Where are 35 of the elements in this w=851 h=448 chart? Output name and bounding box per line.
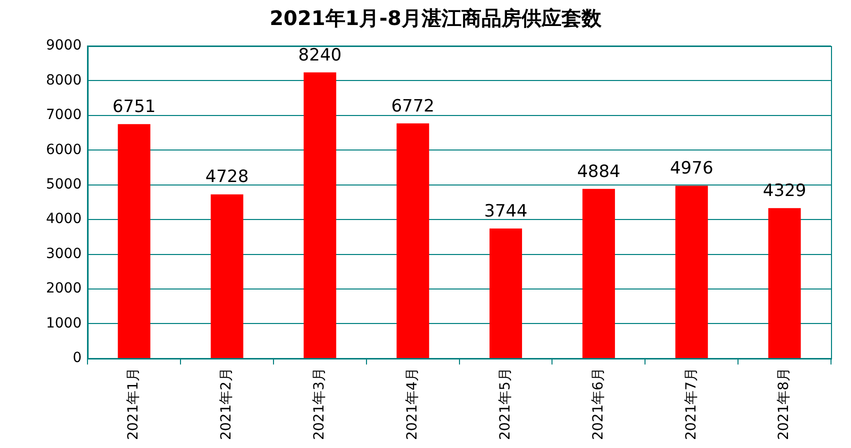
bar [490,228,522,358]
data-label: 6751 [112,97,156,118]
y-tick-label: 9000 [46,38,82,54]
y-tick-label: 0 [72,350,82,366]
y-tick-label: 4000 [46,211,82,228]
data-label: 4976 [670,158,714,179]
chart-title: 2021年1月-8月湛江商品房供应套数 [270,6,602,30]
data-label: 6772 [391,96,434,116]
data-label: 4728 [205,167,249,188]
x-tick-label: 2021年2月 [218,367,235,440]
data-label: 8240 [298,45,342,66]
y-tick-label: 8000 [46,72,82,88]
y-tick-label: 6000 [46,142,82,158]
y-tick-label: 1000 [46,315,82,332]
y-tick-label: 5000 [46,176,82,193]
y-tick-label: 3000 [46,246,82,262]
data-label: 4329 [762,181,806,202]
data-label: 4884 [577,162,620,182]
bar [118,124,150,358]
x-tick-label: 2021年8月 [776,367,792,440]
x-tick-label: 2021年3月 [312,367,328,440]
bar [675,186,708,358]
y-tick-label: 2000 [46,280,82,297]
x-tick-label: 2021年6月 [590,367,606,440]
bar [210,194,244,358]
x-tick-label: 2021年5月 [497,367,514,440]
bar [768,208,801,358]
bar [396,123,430,358]
x-tick-label: 2021年1月 [126,367,142,440]
x-tick-label: 2021年7月 [683,367,700,440]
y-tick-label: 7000 [46,107,82,124]
bar [582,188,615,358]
x-tick-label: 2021年4月 [404,367,420,440]
bar [304,72,336,358]
data-label: 3744 [484,201,528,222]
